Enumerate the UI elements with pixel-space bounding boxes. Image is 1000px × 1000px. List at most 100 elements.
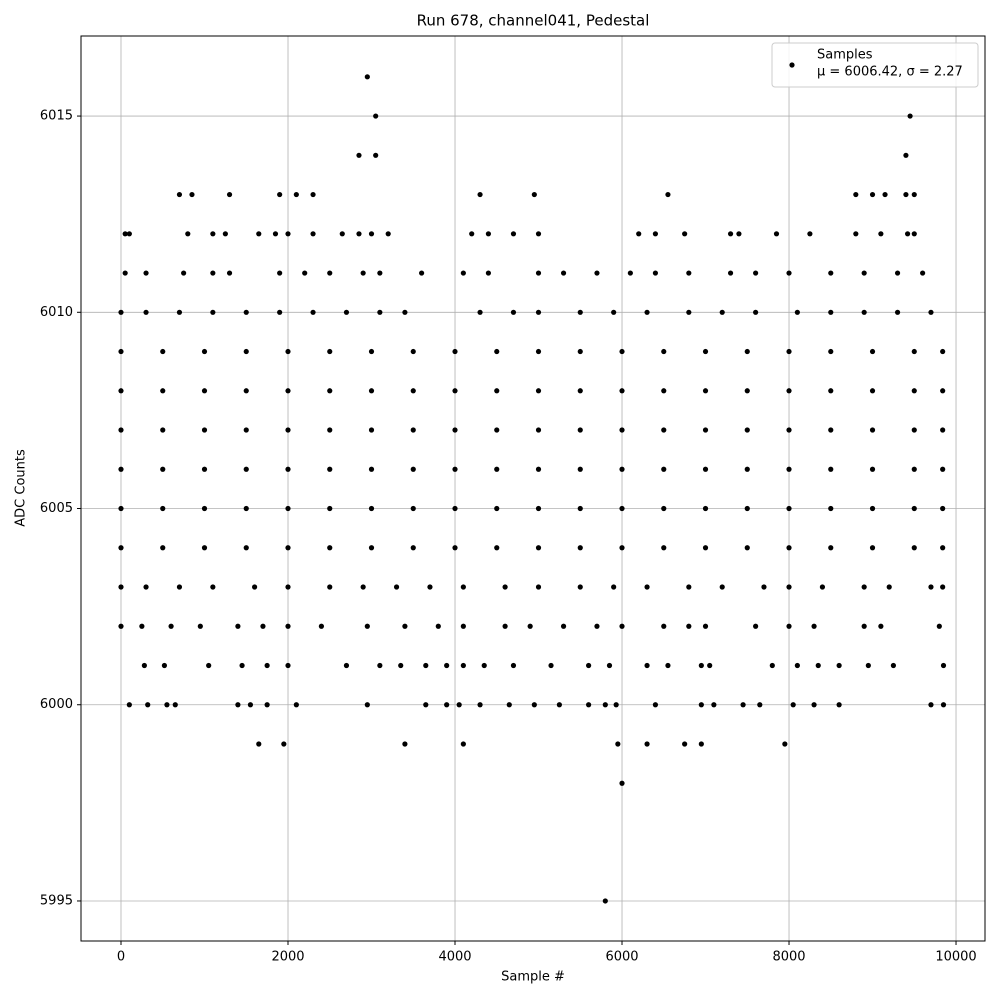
point (243, 348, 249, 355)
point (719, 309, 725, 315)
point (364, 702, 370, 708)
point (201, 545, 208, 551)
point (385, 231, 391, 237)
point (907, 113, 913, 119)
point (828, 270, 834, 276)
point (577, 309, 583, 315)
point (460, 584, 466, 590)
point (398, 662, 404, 669)
point (744, 505, 750, 512)
point (360, 270, 366, 276)
point (865, 662, 871, 669)
point (753, 270, 759, 276)
point (310, 191, 316, 198)
point (247, 702, 254, 708)
y-tick-label: 6010 (40, 305, 73, 320)
x-axis-label: Sample # (501, 970, 565, 985)
point (940, 662, 947, 669)
point (272, 231, 279, 237)
point (310, 231, 316, 237)
x-tick-label: 10000 (935, 950, 976, 965)
point (861, 623, 867, 629)
point (281, 741, 287, 747)
point (435, 623, 441, 629)
point (210, 309, 216, 315)
point (577, 584, 583, 590)
point (310, 309, 316, 315)
point (164, 702, 170, 708)
point (940, 348, 946, 355)
point (252, 584, 258, 590)
point (940, 584, 946, 590)
point (661, 505, 667, 512)
point (686, 309, 692, 315)
point (753, 623, 759, 629)
point (811, 623, 817, 629)
point (903, 152, 909, 158)
point (452, 427, 458, 433)
point (243, 545, 249, 551)
point (928, 584, 934, 590)
point (940, 545, 946, 551)
point (790, 702, 796, 708)
point (477, 191, 483, 198)
point (444, 702, 450, 708)
point (869, 388, 876, 394)
point (256, 231, 262, 237)
point (477, 309, 483, 315)
point (619, 780, 625, 786)
point (786, 466, 792, 472)
point (172, 702, 178, 708)
point (773, 231, 780, 237)
point (556, 702, 562, 708)
point (373, 113, 379, 119)
point (452, 545, 458, 551)
point (619, 427, 625, 433)
point (427, 584, 433, 590)
point (560, 270, 567, 276)
point (911, 348, 917, 355)
point (402, 623, 408, 629)
point (531, 702, 537, 708)
point (410, 505, 416, 512)
point (339, 231, 345, 237)
point (560, 623, 567, 629)
point (819, 584, 826, 590)
point (356, 152, 362, 158)
point (456, 702, 462, 708)
point (469, 231, 475, 237)
point (769, 662, 775, 669)
point (869, 466, 876, 472)
point (577, 348, 583, 355)
point (510, 309, 517, 315)
point (160, 427, 166, 433)
point (904, 231, 911, 237)
point (686, 270, 692, 276)
point (828, 505, 834, 512)
point (736, 231, 742, 237)
point (878, 623, 884, 629)
point (256, 741, 262, 747)
point (757, 702, 763, 708)
point (364, 623, 370, 629)
point (139, 623, 145, 629)
point (861, 309, 867, 315)
point (210, 231, 216, 237)
point (201, 348, 208, 355)
point (828, 466, 834, 472)
point (828, 309, 834, 315)
point (423, 702, 429, 708)
point (118, 545, 124, 551)
point (744, 388, 750, 394)
point (903, 191, 909, 198)
legend-note: μ = 6006.42, σ = 2.27 (817, 65, 963, 80)
point (940, 466, 946, 472)
point (586, 662, 592, 669)
point (611, 584, 617, 590)
point (368, 388, 375, 394)
point (176, 309, 183, 315)
point (377, 662, 383, 669)
point (869, 505, 876, 512)
point (285, 427, 291, 433)
point (535, 270, 542, 276)
